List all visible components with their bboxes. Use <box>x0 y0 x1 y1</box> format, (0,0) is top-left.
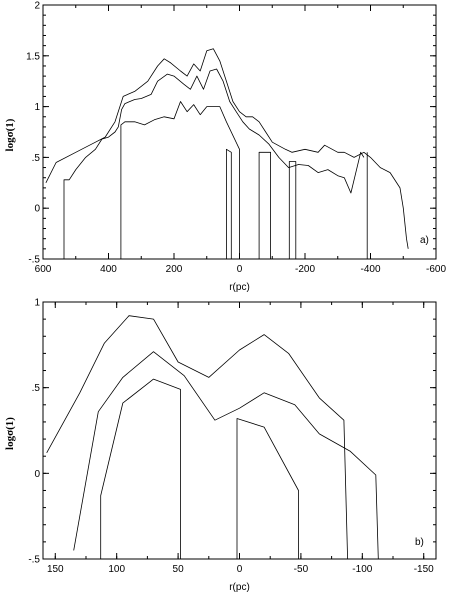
x-tick-label: -150 <box>414 564 434 575</box>
x-axis-label: r(pc) <box>229 582 250 593</box>
series-line-5 <box>258 151 272 259</box>
x-tick-label: 600 <box>35 264 52 275</box>
x-tick-label: 50 <box>173 564 185 575</box>
chart-panel-1: 600 400 200 0 -200 -400 -600 -.5 0 .5 1 1.5 2 r(pc) lo… <box>4 1 446 294</box>
y-tick-label: -.5 <box>28 255 40 266</box>
y-tick-label: -.5 <box>28 555 40 566</box>
series-group <box>46 315 379 559</box>
y-tick-label: 2 <box>34 1 40 12</box>
series-line-4 <box>225 148 232 259</box>
y-axis-label: logσ(1) <box>4 417 16 450</box>
x-tick-label: 150 <box>47 564 64 575</box>
series-line-3 <box>120 101 240 259</box>
y-tick-label: 1 <box>34 102 40 113</box>
y-tick-label: 0 <box>34 204 40 215</box>
series-line-3 <box>100 378 181 559</box>
panel-label: a) <box>420 235 429 246</box>
series-line-4 <box>236 418 299 559</box>
x-tick-label: -50 <box>294 564 309 575</box>
x-tick-label: 200 <box>166 264 183 275</box>
x-tick-label: 0 <box>237 264 243 275</box>
y-tick-label: .5 <box>32 153 41 164</box>
y-tick-label: 1.5 <box>26 51 40 62</box>
x-tick-label: -400 <box>360 264 380 275</box>
series-line-2 <box>73 351 379 559</box>
y-axis-label: logσ(1) <box>4 118 16 151</box>
series-line-6 <box>288 161 297 259</box>
x-tick-label: 0 <box>237 564 243 575</box>
series-group <box>45 48 409 259</box>
x-tick-label: -200 <box>295 264 315 275</box>
x-tick-label: -600 <box>426 264 446 275</box>
y-tick-label: .5 <box>32 383 41 394</box>
x-tick-label: -100 <box>352 564 372 575</box>
x-tick-label: 100 <box>108 564 125 575</box>
series-line-1 <box>46 315 348 559</box>
y-tick-label: 1 <box>34 298 40 309</box>
y-tick-label: 0 <box>34 469 40 480</box>
panel-label: b) <box>415 537 424 548</box>
chart-panel-2: 150 100 50 0 -50 -100 -150 -.5 0 .5 1 r(pc) logσ(1) b… <box>4 298 437 593</box>
series-line-2 <box>63 68 365 259</box>
series-line-1 <box>45 48 409 249</box>
x-axis-label: r(pc) <box>229 282 250 293</box>
x-tick-label: 400 <box>100 264 117 275</box>
